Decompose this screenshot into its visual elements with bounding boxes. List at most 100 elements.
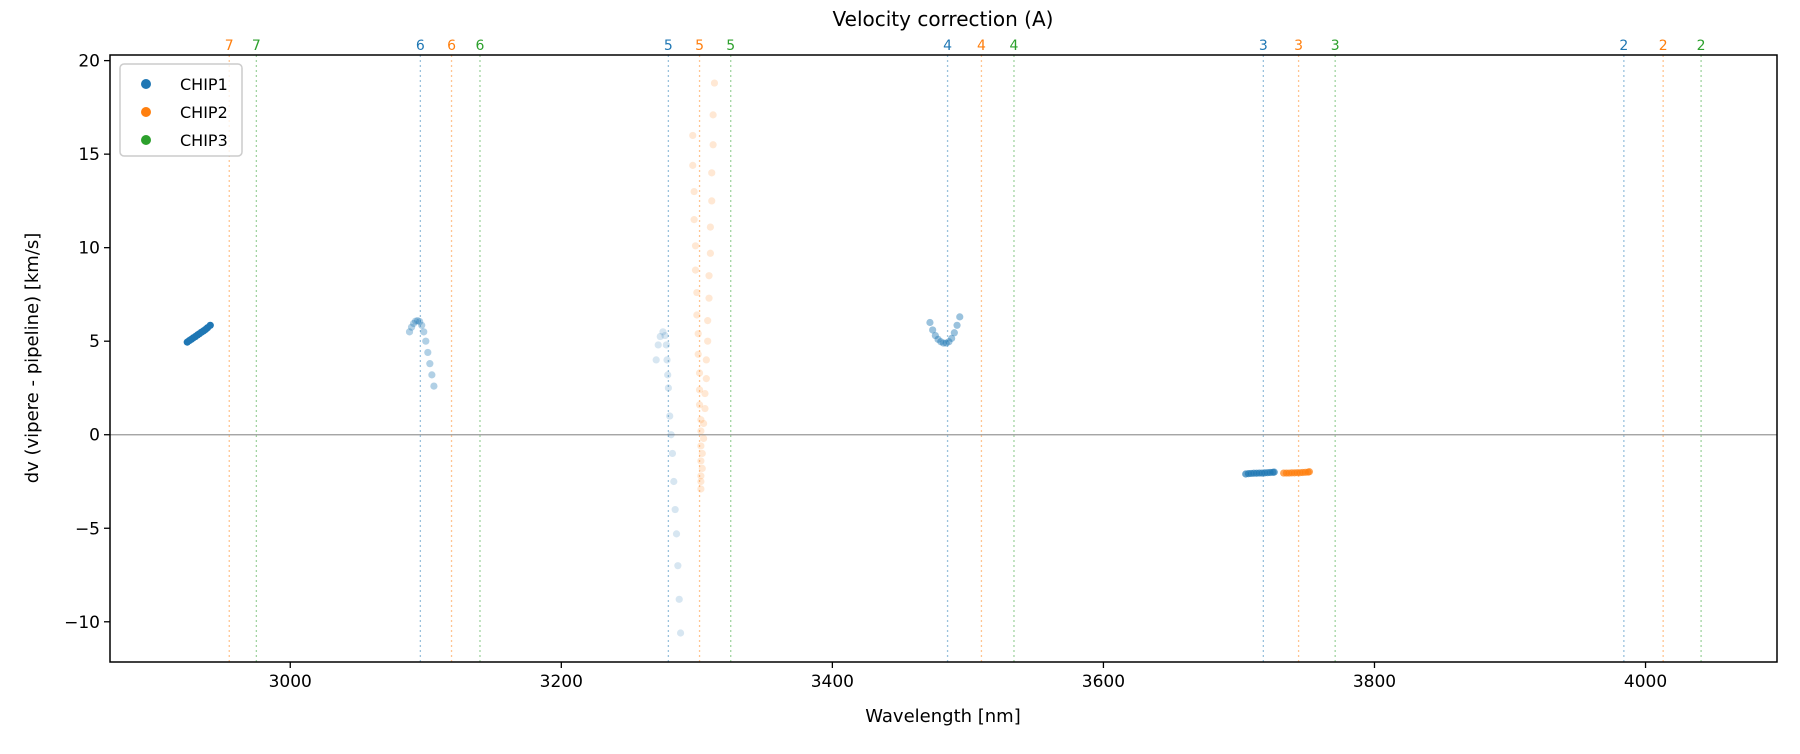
plot-frame xyxy=(109,54,1778,663)
data-point xyxy=(661,331,669,340)
order-marker-label: 5 xyxy=(695,38,704,54)
order-marker-label: 3 xyxy=(1259,38,1268,54)
data-point xyxy=(1305,468,1314,476)
x-tick-label: 3800 xyxy=(1353,672,1396,692)
data-point xyxy=(704,317,712,325)
y-tick-label: 5 xyxy=(89,332,100,352)
order-marker-label: 7 xyxy=(252,38,261,54)
data-point xyxy=(694,350,702,358)
order-marker-label: 5 xyxy=(664,38,673,54)
data-point xyxy=(697,427,705,435)
data-point xyxy=(701,404,709,413)
data-point xyxy=(693,288,701,297)
data-point xyxy=(701,389,709,398)
data-point xyxy=(710,79,719,87)
data-point xyxy=(697,442,705,450)
order-marker-label: 2 xyxy=(1659,38,1668,54)
data-point xyxy=(1270,468,1278,476)
data-point xyxy=(672,530,681,538)
data-point xyxy=(664,384,672,392)
data-point xyxy=(422,337,430,345)
data-point xyxy=(948,334,956,342)
y-tick-label: 20 xyxy=(78,52,100,72)
data-point xyxy=(671,505,679,514)
x-tick-label: 3600 xyxy=(1082,672,1125,692)
x-tick-label: 4000 xyxy=(1624,672,1667,692)
data-point xyxy=(709,141,717,149)
data-point xyxy=(656,332,664,341)
data-point xyxy=(709,111,717,119)
data-point xyxy=(929,326,937,334)
legend-marker xyxy=(141,107,151,117)
order-marker-label: 6 xyxy=(416,38,425,54)
data-point xyxy=(934,335,942,343)
data-point xyxy=(705,272,713,280)
data-point xyxy=(675,595,683,603)
order-marker-label: 6 xyxy=(447,38,456,54)
data-point xyxy=(942,339,950,347)
data-point xyxy=(691,266,700,274)
x-tick-label: 3000 xyxy=(269,672,312,692)
data-point xyxy=(705,294,713,302)
data-point xyxy=(945,338,953,346)
data-point xyxy=(953,321,961,329)
data-point xyxy=(418,321,426,329)
data-point xyxy=(412,317,420,325)
data-point xyxy=(939,339,948,347)
legend-box xyxy=(119,63,243,157)
data-point xyxy=(206,321,214,329)
order-marker-label: 6 xyxy=(476,38,485,54)
data-point xyxy=(700,419,708,428)
data-point xyxy=(430,382,438,390)
data-point xyxy=(937,338,945,346)
data-point xyxy=(664,371,672,379)
legend-label: CHIP3 xyxy=(180,131,228,150)
data-point xyxy=(690,216,698,224)
order-marker-label: 5 xyxy=(726,38,735,54)
legend: CHIP1 CHIP2 CHIP3 xyxy=(119,63,243,157)
order-marker-label: 4 xyxy=(943,38,952,54)
data-point xyxy=(690,187,698,196)
order-marker-label: 4 xyxy=(977,38,986,54)
data-point xyxy=(691,242,700,250)
data-point xyxy=(652,356,660,364)
data-point xyxy=(409,319,418,328)
y-axis-label: dv (vipere - pipeline) [km/s] xyxy=(22,233,43,484)
data-point xyxy=(697,472,705,480)
data-point xyxy=(414,317,422,325)
data-point xyxy=(950,329,958,337)
legend-label: CHIP1 xyxy=(180,75,228,94)
x-axis-label: Wavelength [nm] xyxy=(865,706,1021,727)
data-point xyxy=(697,477,705,486)
data-point xyxy=(697,416,705,424)
legend-marker xyxy=(141,79,151,89)
data-point xyxy=(695,369,704,377)
data-point xyxy=(428,371,436,379)
data-point xyxy=(654,341,662,349)
data-point xyxy=(663,356,671,364)
data-point xyxy=(689,161,697,169)
data-point xyxy=(667,431,675,439)
data-point xyxy=(698,449,706,458)
data-point xyxy=(708,197,716,205)
data-point xyxy=(659,328,667,336)
data-point xyxy=(670,477,678,486)
order-marker-label: 2 xyxy=(1697,38,1706,54)
x-tick-label: 3200 xyxy=(540,672,583,692)
order-marker-label: 7 xyxy=(225,38,234,54)
data-point xyxy=(420,328,428,336)
data-point xyxy=(931,331,939,340)
data-point xyxy=(668,449,677,458)
data-point xyxy=(695,386,704,394)
data-point xyxy=(662,341,670,349)
data-point xyxy=(689,131,697,140)
legend-marker xyxy=(141,135,151,145)
order-marker-label: 3 xyxy=(1331,38,1340,54)
data-point xyxy=(674,562,682,570)
data-point xyxy=(416,317,424,326)
data-point xyxy=(405,328,414,336)
y-tick-label: −10 xyxy=(64,613,100,633)
data-point xyxy=(700,434,708,443)
data-point xyxy=(708,169,716,177)
